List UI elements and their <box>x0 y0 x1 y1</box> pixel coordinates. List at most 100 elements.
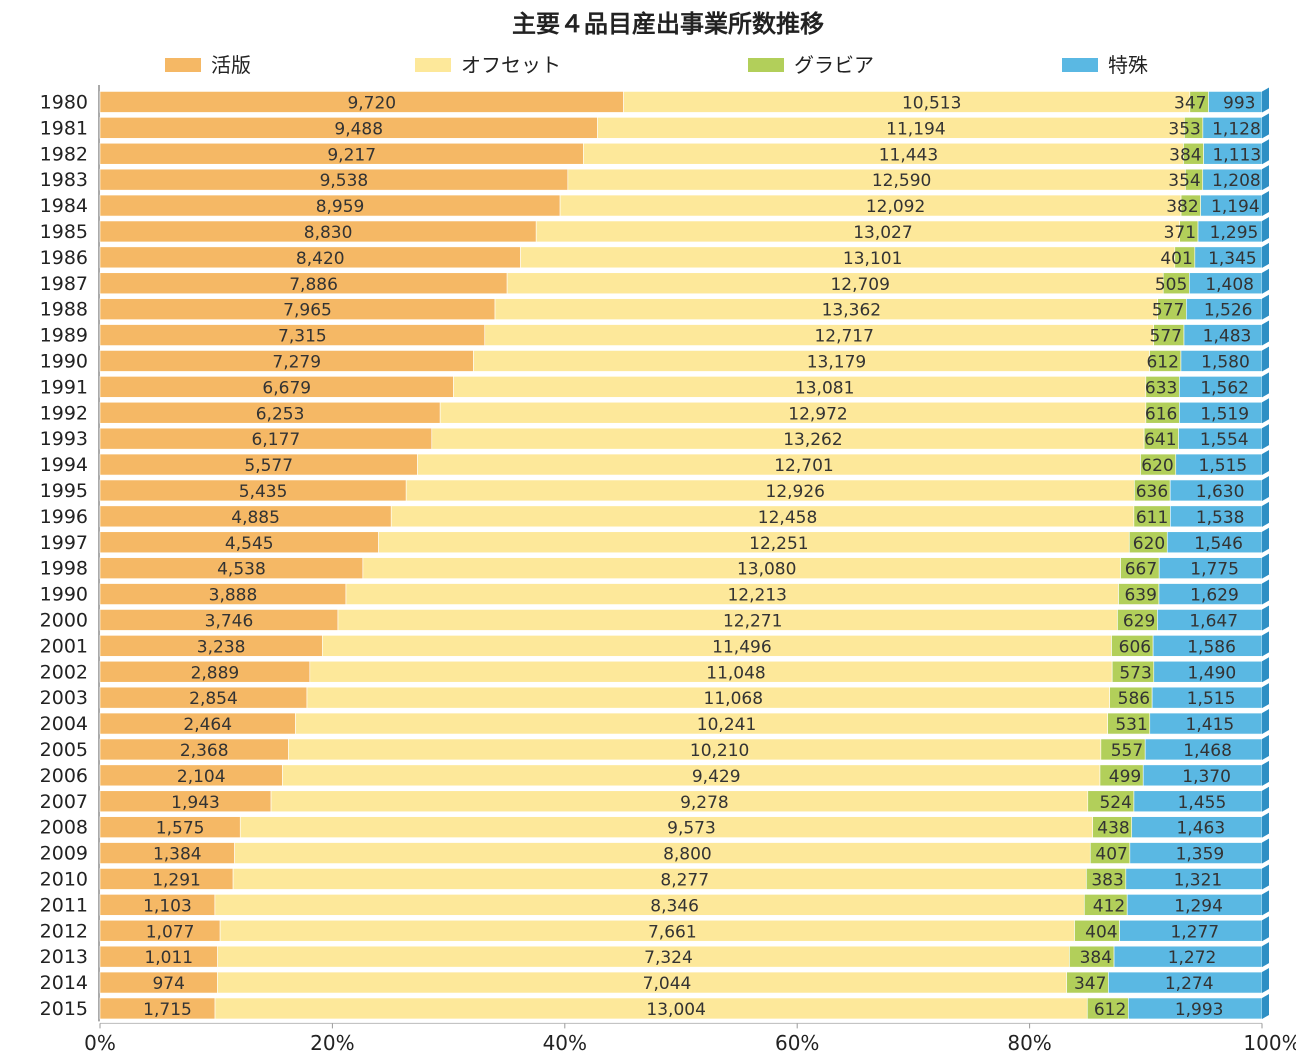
value-label: 612 <box>1094 1000 1126 1020</box>
value-label: 11,048 <box>706 663 765 683</box>
value-label: 1,546 <box>1194 534 1243 554</box>
value-label: 1,274 <box>1165 974 1214 994</box>
value-label: 7,324 <box>644 948 693 968</box>
year-label: 2004 <box>40 713 88 735</box>
value-label: 1,715 <box>143 1000 192 1020</box>
value-label: 636 <box>1136 482 1168 502</box>
value-label: 10,513 <box>902 93 961 113</box>
bar-cap <box>1262 864 1269 890</box>
value-label: 5,577 <box>244 456 293 476</box>
bar-cap <box>1262 216 1269 242</box>
x-tick-label: 0% <box>84 1031 116 1055</box>
bar-topface <box>100 398 1269 403</box>
year-label: 1988 <box>40 299 88 321</box>
bar-cap <box>1262 631 1269 657</box>
bar-topface <box>100 579 1269 584</box>
year-label: 2014 <box>40 972 88 994</box>
value-label: 1,113 <box>1212 145 1261 165</box>
bar-topface <box>100 113 1269 118</box>
value-label: 1,294 <box>1174 896 1223 916</box>
value-label: 9,488 <box>334 119 383 139</box>
value-label: 4,885 <box>231 508 280 528</box>
bar-topface <box>100 553 1269 558</box>
value-label: 10,241 <box>697 715 756 735</box>
value-label: 1,526 <box>1204 301 1253 321</box>
value-label: 8,830 <box>304 223 353 243</box>
value-label: 13,362 <box>822 301 881 321</box>
bar-cap <box>1262 372 1269 398</box>
year-label: 1998 <box>40 558 88 580</box>
year-label: 2010 <box>40 868 88 890</box>
value-label: 1,128 <box>1212 119 1261 139</box>
year-label: 1995 <box>40 480 88 502</box>
value-label: 641 <box>1144 430 1176 450</box>
bar-cap <box>1262 968 1269 994</box>
bar-cap <box>1262 657 1269 683</box>
value-label: 1,943 <box>171 793 220 813</box>
x-tick-label: 20% <box>310 1031 354 1055</box>
year-label: 1982 <box>40 143 88 165</box>
value-label: 974 <box>152 974 184 994</box>
bar-cap <box>1262 916 1269 942</box>
value-label: 12,251 <box>749 534 808 554</box>
bar-topface <box>100 734 1269 739</box>
bar-topface <box>100 372 1269 377</box>
x-tick-label: 80% <box>1007 1031 1051 1055</box>
value-label: 639 <box>1124 586 1156 606</box>
bar-topface <box>100 320 1269 325</box>
bar-topface <box>100 838 1269 843</box>
bar-cap <box>1262 475 1269 501</box>
value-label: 8,346 <box>650 896 699 916</box>
bar-cap <box>1262 993 1269 1019</box>
value-label: 371 <box>1164 223 1196 243</box>
value-label: 12,458 <box>758 508 817 528</box>
value-label: 1,490 <box>1188 663 1237 683</box>
value-label: 7,279 <box>272 352 321 372</box>
value-label: 5,435 <box>239 482 288 502</box>
value-label: 1,515 <box>1187 689 1236 709</box>
value-label: 1,359 <box>1176 845 1225 865</box>
year-label: 1981 <box>40 117 88 139</box>
value-label: 1,647 <box>1189 611 1238 631</box>
year-label: 1983 <box>40 169 88 191</box>
bar-topface <box>100 450 1269 455</box>
value-label: 1,077 <box>146 922 195 942</box>
legend-swatch <box>415 58 451 72</box>
year-label: 2009 <box>40 843 88 865</box>
value-label: 6,679 <box>262 378 311 398</box>
bar-cap <box>1262 890 1269 916</box>
value-label: 9,720 <box>347 93 396 113</box>
value-label: 667 <box>1125 560 1157 580</box>
year-label: 2002 <box>40 661 88 683</box>
legend-label: オフセット <box>461 53 561 77</box>
value-label: 401 <box>1160 249 1192 269</box>
year-label: 2015 <box>40 998 88 1020</box>
value-label: 347 <box>1174 93 1206 113</box>
bar-cap <box>1262 709 1269 735</box>
value-label: 2,889 <box>191 663 240 683</box>
year-label: 2006 <box>40 765 88 787</box>
value-label: 499 <box>1109 767 1141 787</box>
value-label: 11,496 <box>712 637 771 657</box>
value-label: 1,208 <box>1212 171 1261 191</box>
value-label: 531 <box>1115 715 1147 735</box>
year-label: 1991 <box>40 376 88 398</box>
bar-topface <box>100 424 1269 429</box>
bar-cap <box>1262 734 1269 760</box>
value-label: 347 <box>1074 974 1106 994</box>
value-label: 1,515 <box>1199 456 1248 476</box>
value-label: 11,194 <box>886 119 945 139</box>
value-label: 1,384 <box>153 845 202 865</box>
value-label: 9,538 <box>320 171 369 191</box>
bar-cap <box>1262 320 1269 346</box>
bar-topface <box>100 501 1269 506</box>
value-label: 3,238 <box>197 637 246 657</box>
x-tick-label: 40% <box>543 1031 587 1055</box>
value-label: 611 <box>1136 508 1168 528</box>
bar-cap <box>1262 942 1269 968</box>
value-label: 1,321 <box>1174 870 1223 890</box>
value-label: 1,370 <box>1182 767 1231 787</box>
value-label: 577 <box>1150 327 1182 347</box>
bar-cap <box>1262 294 1269 320</box>
year-label: 1993 <box>40 428 88 450</box>
